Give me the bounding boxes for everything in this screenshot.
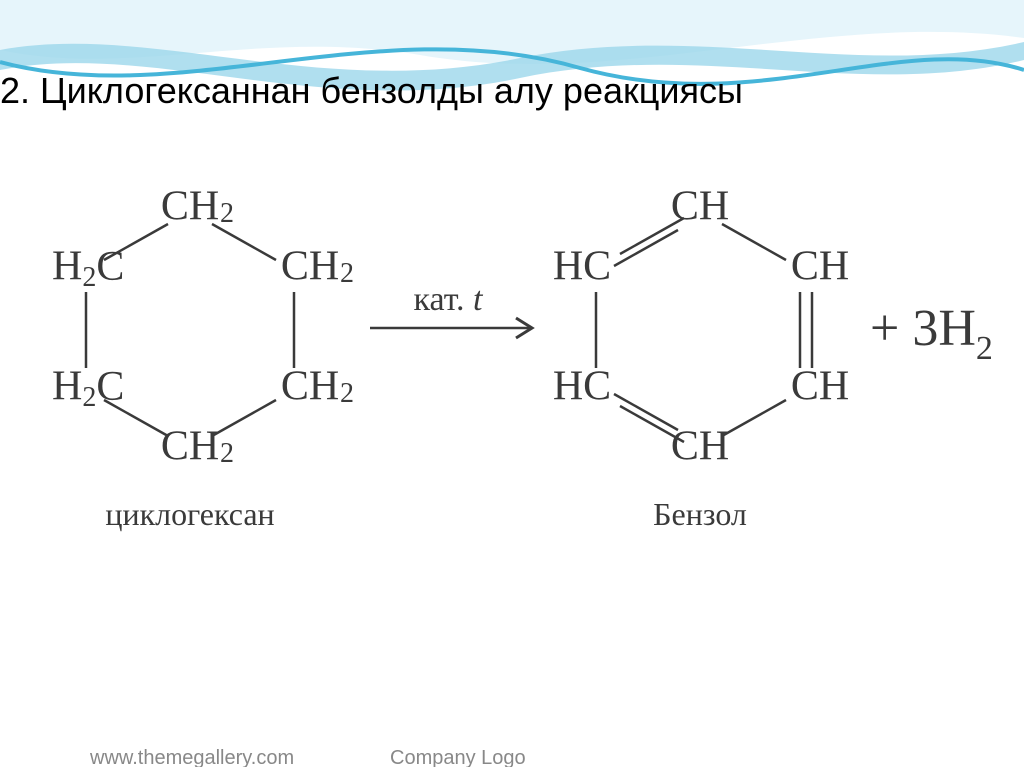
atom-bot: CH — [161, 424, 219, 470]
footer-logo-text: Company Logo — [390, 747, 526, 767]
molecule-benzene: CH CH CH CH HC HC Бензол — [553, 184, 849, 532]
atom-top: CH — [671, 184, 729, 230]
atom-lr: CH — [281, 364, 339, 410]
atom-ul: HC — [553, 244, 611, 290]
molecule-cyclohexane: CH 2 CH 2 CH 2 CH 2 H2C H2C циклогексан — [52, 184, 354, 532]
reaction-diagram: CH 2 CH 2 CH 2 CH 2 H2C H2C циклогексан … — [0, 150, 1024, 570]
svg-text:2: 2 — [340, 258, 354, 289]
atom-bot: CH — [671, 424, 729, 470]
atom-ur: CH — [281, 244, 339, 290]
svg-text:2: 2 — [340, 378, 354, 409]
product-extra: + 3H2 — [870, 300, 993, 367]
svg-text:2: 2 — [220, 198, 234, 229]
label-cyclohexane: циклогексан — [105, 496, 274, 532]
label-benzene: Бензол — [653, 496, 747, 532]
arrow-label: кат. t — [414, 281, 485, 318]
atom-top: CH — [161, 184, 219, 230]
atom-ur: CH — [791, 244, 849, 290]
footer-url: www.themegallery.com — [90, 747, 294, 767]
page-title: 2. Циклогексаннан бензолды алу реакциясы — [0, 70, 743, 112]
atom-ll: HC — [553, 364, 611, 410]
atom-lr: CH — [791, 364, 849, 410]
atom-ul: H2C — [52, 244, 124, 294]
reaction-arrow: кат. t — [370, 281, 532, 338]
svg-text:2: 2 — [220, 438, 234, 469]
atom-ll: H2C — [52, 364, 124, 414]
